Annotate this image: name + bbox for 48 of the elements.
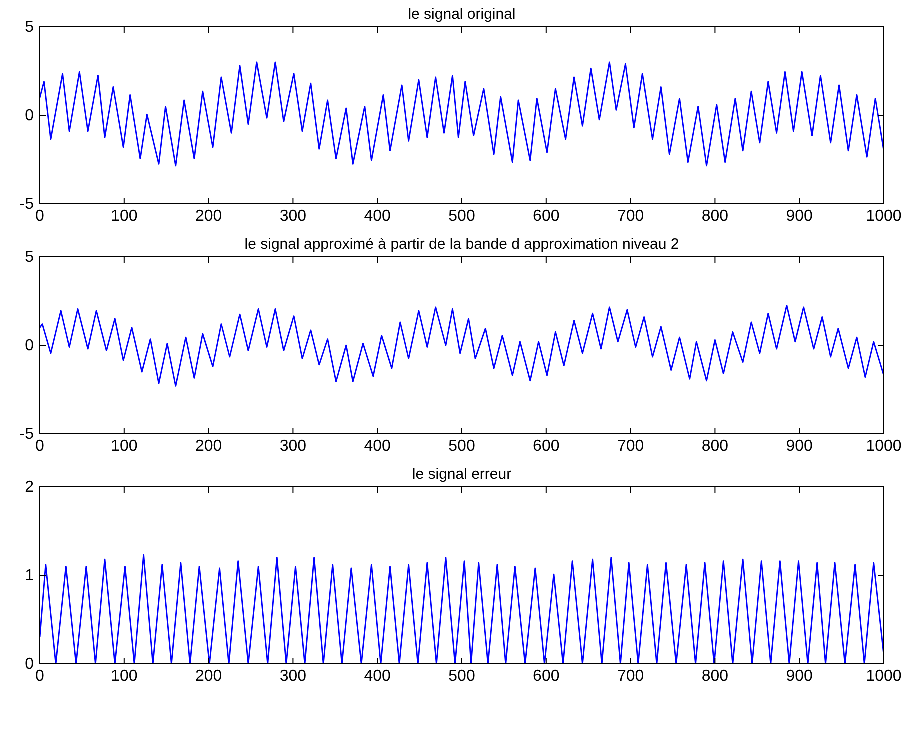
chart-title: le signal erreur (412, 466, 512, 483)
x-tick-label: 0 (36, 668, 45, 685)
x-tick-label: 600 (533, 208, 560, 225)
y-tick-label: 1 (25, 568, 34, 584)
x-tick-label: 100 (111, 208, 138, 225)
x-tick-label: 800 (702, 438, 729, 455)
x-tick-label: 500 (448, 668, 476, 685)
x-tick-label: 900 (786, 438, 814, 455)
y-tick-label: -5 (20, 196, 34, 213)
x-tick-label: 600 (533, 438, 560, 455)
x-tick-label: 0 (36, 208, 45, 225)
x-tick-label: 800 (702, 208, 729, 225)
y-tick-label: 5 (25, 249, 34, 266)
y-tick-label: 2 (25, 479, 34, 496)
x-tick-label: 1000 (866, 208, 902, 225)
x-tick-label: 500 (448, 208, 476, 225)
line-series (40, 304, 884, 387)
x-tick-label: 800 (702, 668, 729, 685)
x-tick-label: 500 (448, 438, 476, 455)
x-tick-label: 400 (364, 208, 392, 225)
y-tick-label: 0 (25, 656, 34, 673)
x-tick-label: 200 (195, 208, 222, 225)
x-tick-label: 700 (617, 438, 644, 455)
chart-title: le signal approximé à partir de la bande d approximation niveau 2 (244, 236, 680, 253)
x-tick-label: 1000 (866, 438, 902, 455)
x-tick-label: 600 (533, 668, 560, 685)
x-tick-label: 700 (617, 668, 644, 685)
x-tick-label: 1000 (866, 668, 902, 685)
y-tick-label: 0 (25, 338, 34, 354)
x-tick-label: 900 (786, 668, 814, 685)
x-tick-label: 0 (36, 438, 45, 455)
x-tick-label: 700 (617, 208, 644, 225)
x-tick-label: 300 (280, 438, 307, 455)
x-tick-label: 900 (786, 208, 814, 225)
x-tick-label: 300 (280, 208, 307, 225)
x-tick-label: 200 (195, 668, 222, 685)
chart-title: le signal original (408, 6, 516, 23)
x-tick-label: 100 (111, 668, 138, 685)
x-tick-label: 100 (111, 438, 138, 455)
line-series (40, 62, 884, 167)
y-tick-label: 5 (25, 19, 34, 36)
line-series (40, 554, 884, 664)
x-tick-label: 400 (364, 438, 392, 455)
y-tick-label: 0 (25, 108, 34, 124)
x-tick-label: 300 (280, 668, 307, 685)
x-tick-label: 200 (195, 438, 222, 455)
x-tick-label: 400 (364, 668, 392, 685)
y-tick-label: -5 (20, 426, 34, 443)
